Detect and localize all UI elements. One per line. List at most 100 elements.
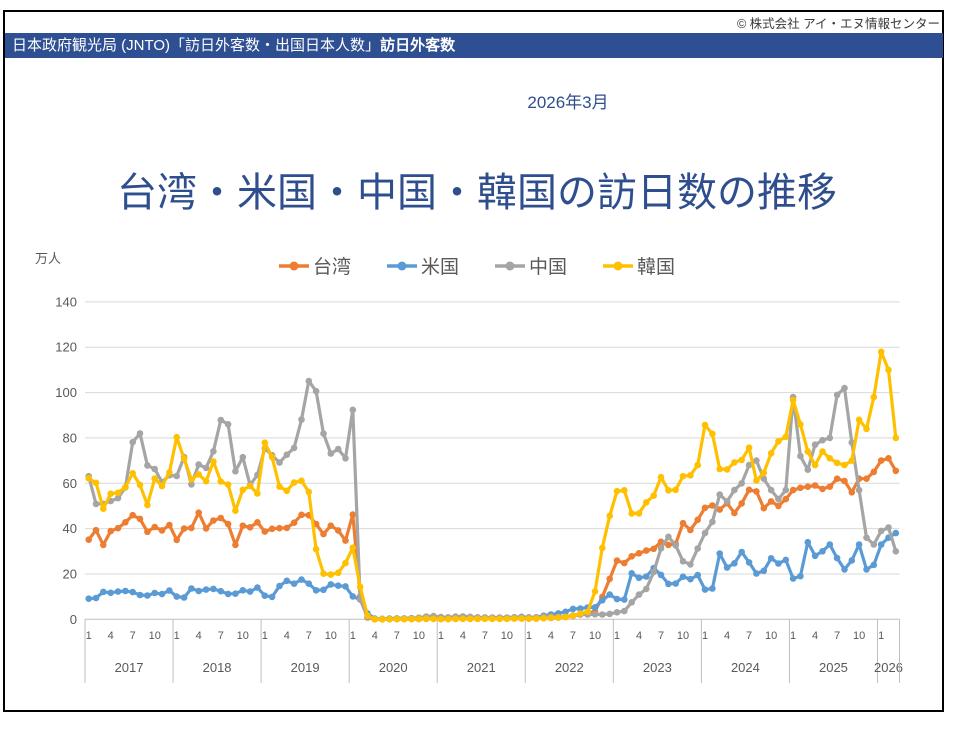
data-point-台湾 xyxy=(870,468,878,476)
data-point-韓国 xyxy=(650,492,657,500)
y-tick-label: 80 xyxy=(63,430,77,445)
month-tick-label: 4 xyxy=(284,630,290,642)
month-tick-label: 1 xyxy=(86,630,92,642)
data-point-台湾 xyxy=(628,553,635,560)
data-point-韓国 xyxy=(782,433,790,441)
series-line-中国 xyxy=(87,379,898,621)
data-point-台湾 xyxy=(709,502,716,509)
data-point-中国 xyxy=(892,548,900,555)
data-point-韓国 xyxy=(584,608,591,616)
data-point-韓国 xyxy=(877,348,885,356)
data-point-韓国 xyxy=(107,490,114,498)
data-point-台湾 xyxy=(188,524,195,532)
data-point-台湾 xyxy=(144,528,151,536)
month-tick-label: 1 xyxy=(262,630,268,642)
data-point-米国 xyxy=(833,554,841,562)
legend-label-韓国: 韓国 xyxy=(637,256,675,278)
legend-label-米国: 米国 xyxy=(421,256,459,278)
data-point-台湾 xyxy=(775,502,782,510)
data-point-韓国 xyxy=(753,477,760,484)
data-point-韓国 xyxy=(870,393,878,401)
header-bar: 日本政府観光局 (JNTO)「訪日外客数・出国日本人数」訪日外客数 xyxy=(5,33,943,58)
data-point-米国 xyxy=(342,583,349,590)
data-point-中国 xyxy=(606,610,613,618)
data-point-韓国 xyxy=(276,483,283,491)
data-point-韓国 xyxy=(422,615,430,622)
data-point-韓国 xyxy=(562,613,569,621)
data-point-韓国 xyxy=(268,453,276,461)
data-point-台湾 xyxy=(166,521,173,529)
data-point-韓国 xyxy=(694,461,701,469)
data-point-中国 xyxy=(628,599,635,606)
data-point-韓国 xyxy=(613,487,621,495)
data-point-韓国 xyxy=(731,459,738,466)
data-point-中国 xyxy=(173,472,180,480)
data-point-中国 xyxy=(151,465,158,473)
data-point-韓国 xyxy=(114,489,122,497)
data-point-韓国 xyxy=(767,450,775,457)
data-point-中国 xyxy=(782,486,790,494)
year-label: 2024 xyxy=(731,660,760,675)
data-point-米国 xyxy=(136,591,144,599)
data-point-米国 xyxy=(151,589,158,597)
data-point-米国 xyxy=(672,580,679,587)
data-point-中国 xyxy=(129,438,136,446)
month-tick-label: 4 xyxy=(812,630,818,642)
legend-label-台湾: 台湾 xyxy=(313,256,351,278)
data-point-韓国 xyxy=(496,615,503,623)
data-point-米国 xyxy=(716,550,723,557)
data-point-韓国 xyxy=(364,612,371,619)
data-point-韓国 xyxy=(489,615,496,623)
data-point-韓国 xyxy=(92,479,100,487)
year-label: 2019 xyxy=(291,660,320,675)
data-point-中国 xyxy=(855,486,863,494)
data-point-米国 xyxy=(232,590,239,597)
data-point-米国 xyxy=(562,608,569,616)
y-tick-label: 140 xyxy=(55,294,77,309)
data-point-台湾 xyxy=(195,509,202,516)
data-point-米国 xyxy=(797,572,804,580)
data-point-韓国 xyxy=(466,615,474,623)
data-point-中国 xyxy=(224,421,232,428)
data-point-韓国 xyxy=(334,569,342,577)
data-point-米国 xyxy=(679,573,687,580)
data-point-中国 xyxy=(635,591,643,598)
data-point-中国 xyxy=(760,475,768,483)
data-point-中国 xyxy=(870,541,878,548)
month-tick-label: 4 xyxy=(196,630,202,642)
data-point-韓国 xyxy=(657,473,665,481)
data-point-米国 xyxy=(892,529,900,537)
data-point-中国 xyxy=(716,491,723,498)
data-point-米国 xyxy=(767,555,775,562)
legend-dot-韓国 xyxy=(613,261,623,271)
data-point-韓国 xyxy=(848,457,856,464)
data-point-韓国 xyxy=(400,615,408,623)
data-point-台湾 xyxy=(107,527,114,535)
data-point-韓国 xyxy=(672,486,679,494)
data-point-台湾 xyxy=(679,519,687,527)
data-point-米国 xyxy=(122,587,129,595)
data-point-韓国 xyxy=(591,588,599,595)
data-point-中国 xyxy=(694,545,701,552)
data-point-台湾 xyxy=(738,500,745,507)
month-tick-label: 1 xyxy=(174,630,180,642)
data-point-米国 xyxy=(334,582,342,589)
data-point-台湾 xyxy=(848,489,856,496)
data-point-韓国 xyxy=(643,499,650,506)
data-point-中国 xyxy=(841,384,848,392)
data-point-韓国 xyxy=(885,366,892,374)
data-point-台湾 xyxy=(731,509,738,517)
data-point-韓国 xyxy=(716,465,723,473)
data-point-米国 xyxy=(657,571,665,579)
data-point-中国 xyxy=(687,561,694,568)
data-point-台湾 xyxy=(122,519,129,526)
data-point-韓国 xyxy=(621,487,628,494)
data-point-韓国 xyxy=(232,507,239,514)
data-point-台湾 xyxy=(239,522,247,529)
data-point-台湾 xyxy=(687,526,694,534)
month-tick-label: 7 xyxy=(394,630,400,642)
data-point-米国 xyxy=(290,580,298,587)
data-point-中国 xyxy=(672,542,679,549)
legend-dot-台湾 xyxy=(289,261,299,271)
